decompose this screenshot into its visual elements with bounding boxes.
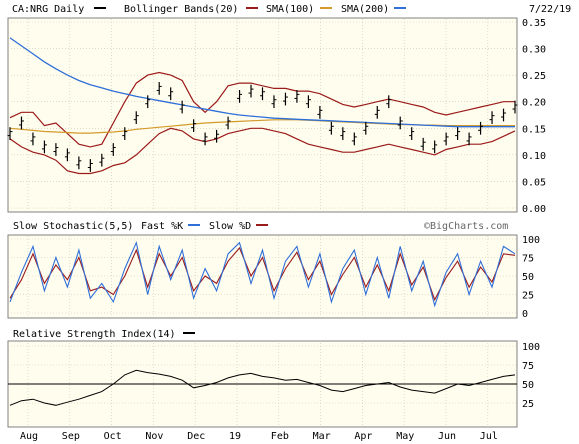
sma100-label: SMA(100) <box>266 4 314 15</box>
price-panel <box>7 17 518 213</box>
ticker-title: CA:NRG Daily <box>12 4 84 15</box>
x-tick-label: Dec <box>187 431 205 442</box>
bollinger-upper-line <box>9 71 515 148</box>
price-y-tick-label: 0.15 <box>522 124 546 135</box>
price-y-tick-label: 0.30 <box>522 45 546 56</box>
x-tick-label: Mar <box>313 431 331 442</box>
stochastic-panel <box>7 234 518 319</box>
price-y-tick-label: 0.25 <box>522 71 546 82</box>
price-legend: CA:NRG Daily Bollinger Bands(20) SMA(100… <box>12 4 571 15</box>
bollinger-label: Bollinger Bands(20) <box>124 4 238 15</box>
x-tick-label: Jun <box>438 431 456 442</box>
stochastic-title: Slow Stochastic(5,5) <box>13 221 133 232</box>
x-tick-label: Nov <box>145 431 163 442</box>
x-tick-label: Sep <box>62 431 80 442</box>
stoch-y-tick-label: 25 <box>522 291 534 302</box>
x-tick-label: Jul <box>480 431 498 442</box>
stoch-y-tick-label: 75 <box>522 254 534 265</box>
bollinger-lower-line <box>9 127 516 175</box>
stoch-y-tick-label: 100 <box>522 235 540 246</box>
x-tick-label: May <box>396 431 414 442</box>
rsi-y-tick-label: 25 <box>522 399 534 410</box>
slow-d-label: Slow %D <box>209 221 251 232</box>
price-y-tick-label: 0.35 <box>522 18 546 29</box>
x-tick-label: Apr <box>354 431 372 442</box>
sma200-label: SMA(200) <box>341 4 389 15</box>
fast-k-label: Fast %K <box>141 221 183 232</box>
rsi-y-tick-label: 100 <box>522 342 540 353</box>
tick-layer: Aug Sep Oct Nov Dec 19 Feb Mar Apr May Jun Jul 0.35 0… <box>20 18 546 442</box>
rsi-line <box>9 369 516 406</box>
price-y-tick-label: 0.00 <box>522 204 546 215</box>
rsi-legend: Relative Strength Index(14) <box>13 329 195 340</box>
sma200-line <box>9 37 515 128</box>
stoch-y-tick-label: 50 <box>522 272 534 283</box>
rsi-title: Relative Strength Index(14) <box>13 329 176 340</box>
price-y-tick-label: 0.10 <box>522 151 546 162</box>
fast-k-line <box>9 240 516 308</box>
price-y-tick-label: 0.20 <box>522 98 546 109</box>
stoch-y-tick-label: 0 <box>522 309 528 320</box>
rsi-y-tick-label: 75 <box>522 361 534 372</box>
x-tick-label: Oct <box>104 431 122 442</box>
bigcharts-watermark: ©BigCharts.com <box>424 221 508 232</box>
x-tick-label: Feb <box>271 431 289 442</box>
series-layer <box>7 37 518 406</box>
rsi-y-tick-label: 50 <box>522 380 534 391</box>
x-tick-label: 19 <box>229 431 241 442</box>
x-tick-label: Aug <box>20 431 38 442</box>
stochastic-legend: Slow Stochastic(5,5) Fast %K Slow %D ©Bi… <box>13 221 508 232</box>
price-y-tick-label: 0.05 <box>522 177 546 188</box>
chart-date: 7/22/19 <box>529 4 571 15</box>
